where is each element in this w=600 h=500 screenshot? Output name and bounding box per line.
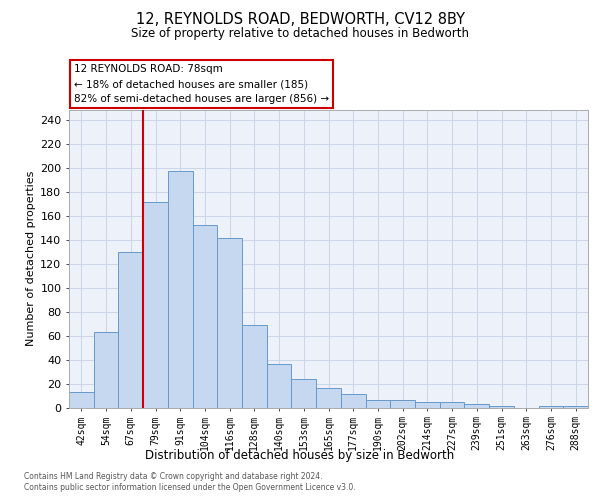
- Text: Distribution of detached houses by size in Bedworth: Distribution of detached houses by size …: [145, 448, 455, 462]
- Text: 12 REYNOLDS ROAD: 78sqm
← 18% of detached houses are smaller (185)
82% of semi-d: 12 REYNOLDS ROAD: 78sqm ← 18% of detache…: [74, 64, 329, 104]
- Bar: [242, 324, 267, 407]
- Bar: [365, 400, 390, 407]
- Bar: [94, 332, 118, 407]
- Bar: [267, 364, 292, 408]
- Bar: [489, 406, 514, 408]
- Bar: [118, 252, 143, 408]
- Text: Size of property relative to detached houses in Bedworth: Size of property relative to detached ho…: [131, 28, 469, 40]
- Bar: [390, 400, 415, 407]
- Text: Contains public sector information licensed under the Open Government Licence v3: Contains public sector information licen…: [24, 484, 356, 492]
- Bar: [168, 171, 193, 408]
- Bar: [193, 225, 217, 408]
- Bar: [292, 378, 316, 408]
- Bar: [143, 202, 168, 408]
- Bar: [440, 402, 464, 407]
- Bar: [316, 388, 341, 407]
- Text: Contains HM Land Registry data © Crown copyright and database right 2024.: Contains HM Land Registry data © Crown c…: [24, 472, 323, 481]
- Bar: [217, 238, 242, 408]
- Text: 12, REYNOLDS ROAD, BEDWORTH, CV12 8BY: 12, REYNOLDS ROAD, BEDWORTH, CV12 8BY: [136, 12, 464, 28]
- Bar: [341, 394, 365, 407]
- Bar: [415, 402, 440, 407]
- Bar: [69, 392, 94, 407]
- Bar: [539, 406, 563, 408]
- Bar: [464, 404, 489, 407]
- Bar: [563, 406, 588, 408]
- Y-axis label: Number of detached properties: Number of detached properties: [26, 171, 36, 346]
